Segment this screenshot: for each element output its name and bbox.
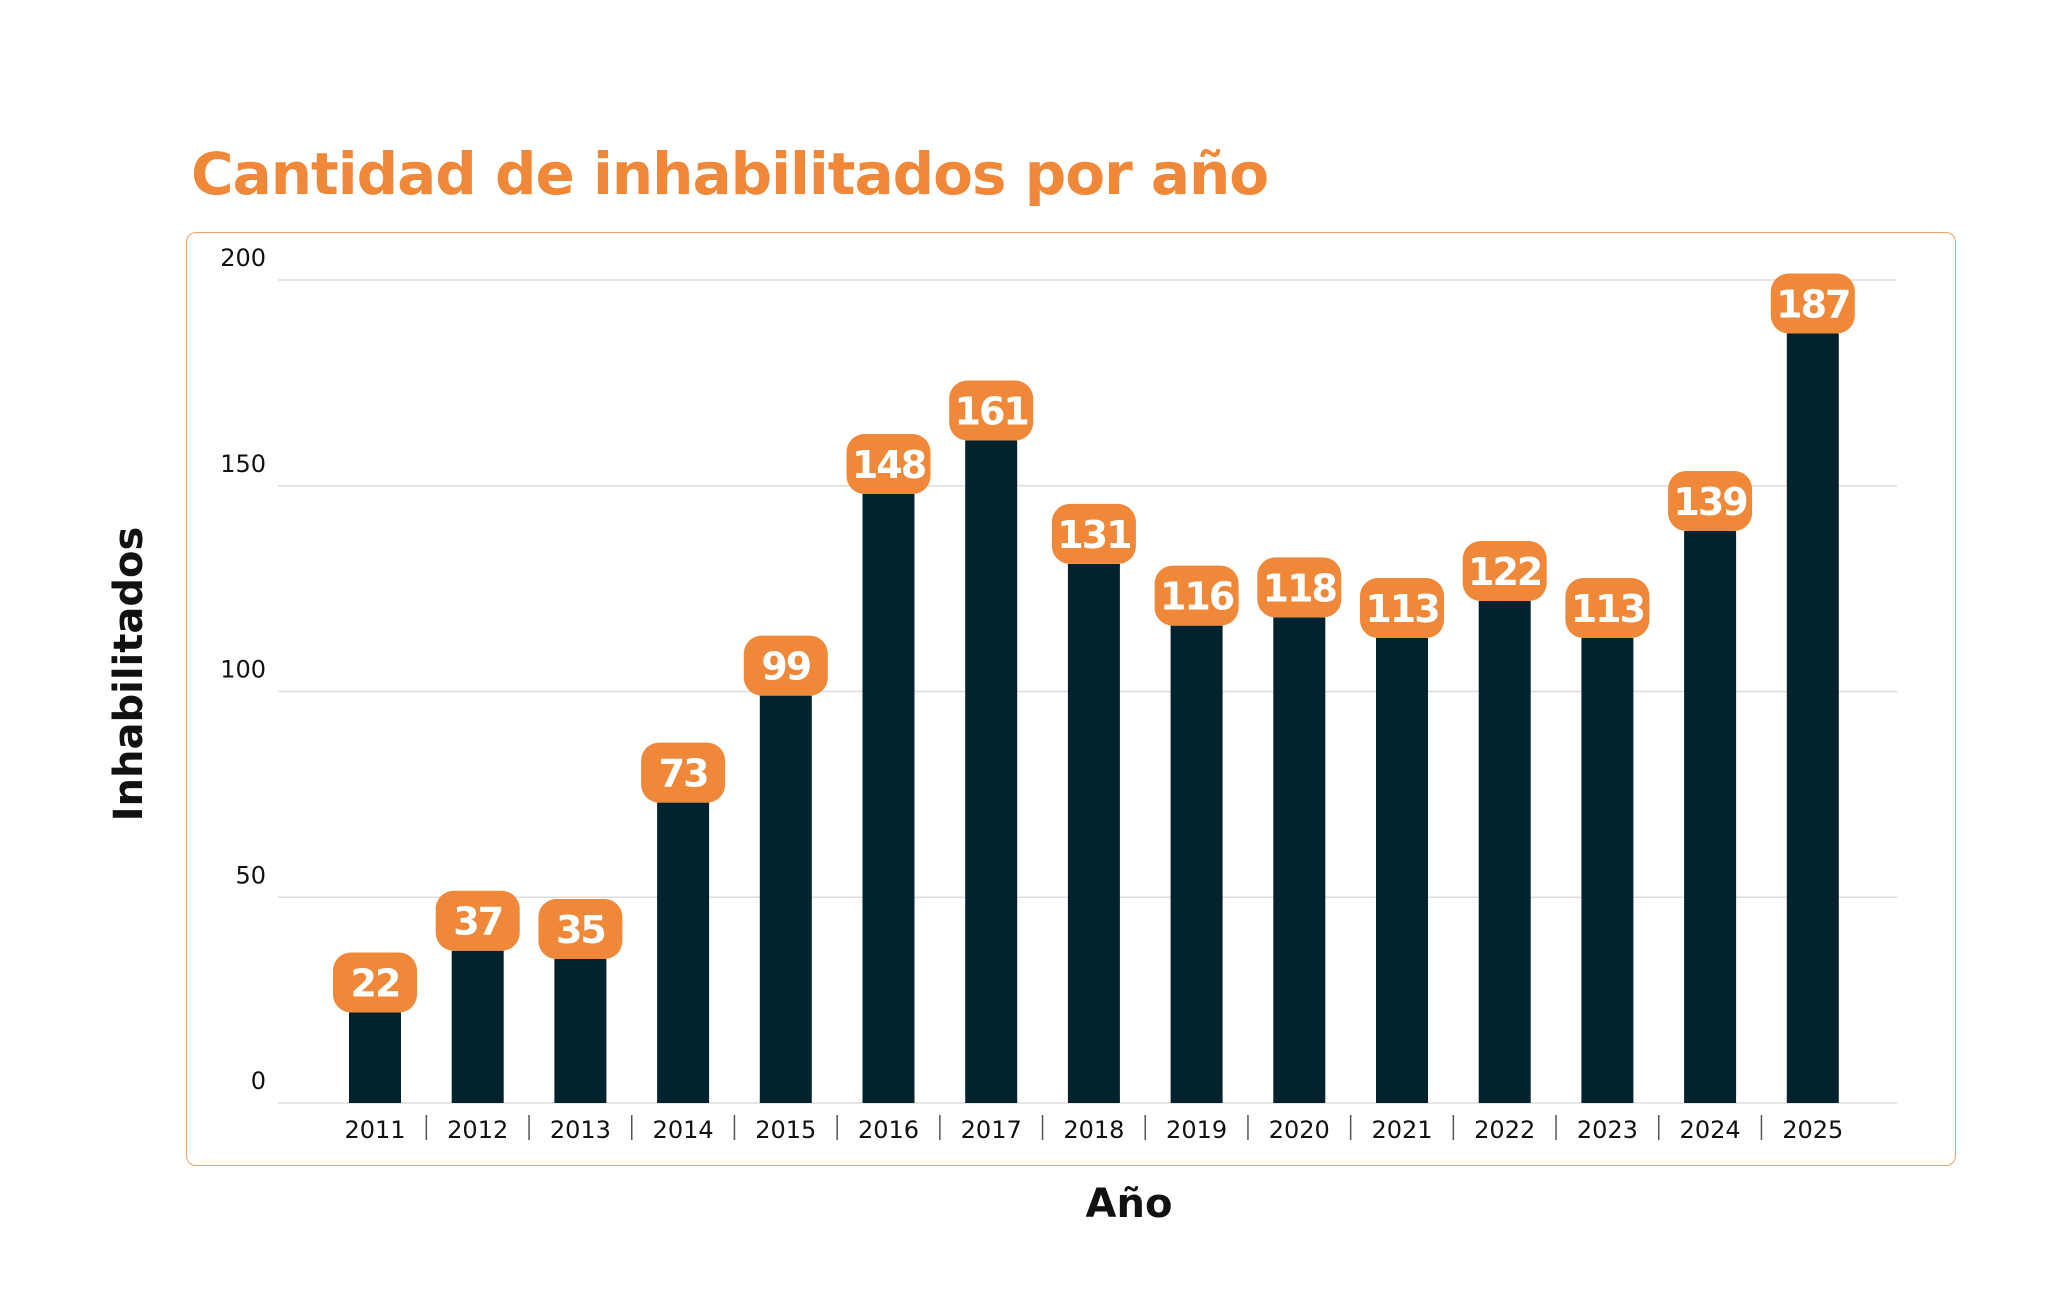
data-label: 37 [453, 900, 502, 944]
y-tick-label: 150 [220, 450, 266, 478]
data-label: 116 [1160, 575, 1234, 619]
x-tick-label: 2023 [1577, 1116, 1638, 1144]
bar [1581, 638, 1634, 1103]
data-label-bg [1154, 565, 1239, 626]
data-label-bg [949, 380, 1034, 441]
x-tick-label: 2018 [1063, 1116, 1124, 1144]
bar [965, 440, 1018, 1103]
x-tick-label: 2011 [344, 1116, 405, 1144]
bar [1170, 625, 1223, 1103]
data-label-bg [743, 635, 828, 696]
bar [1786, 333, 1839, 1103]
data-label-bg [435, 890, 520, 951]
bar [1478, 600, 1531, 1103]
data-label: 35 [556, 908, 605, 952]
x-tick-label: 2019 [1166, 1116, 1227, 1144]
data-label-bg [1668, 471, 1753, 532]
data-label-bg [641, 742, 726, 803]
bar [862, 493, 915, 1104]
x-tick-label: 2015 [755, 1116, 816, 1144]
y-axis-label: Inhabilitados [106, 526, 152, 822]
bar [451, 950, 504, 1103]
bar [1273, 617, 1326, 1103]
x-tick-label: 2013 [550, 1116, 611, 1144]
x-tick-label: 2012 [447, 1116, 508, 1144]
x-tick-label: 2020 [1269, 1116, 1330, 1144]
data-label-bg [333, 952, 417, 1013]
bar [1067, 563, 1120, 1103]
data-label-bg [538, 898, 623, 959]
bar [349, 1012, 401, 1103]
data-label-bg [1770, 273, 1855, 334]
x-tick-label: 2016 [858, 1116, 919, 1144]
bar [759, 695, 812, 1103]
data-label: 161 [955, 389, 1028, 433]
data-label: 131 [1057, 513, 1130, 557]
data-label: 139 [1673, 480, 1747, 524]
x-tick-label: 2021 [1371, 1116, 1432, 1144]
y-tick-label: 0 [251, 1067, 266, 1095]
data-label: 99 [761, 645, 810, 689]
x-axis-label: Año [1085, 1181, 1173, 1227]
data-label: 113 [1365, 587, 1438, 631]
bar [1376, 638, 1428, 1103]
data-label-bg [1051, 503, 1136, 564]
data-label-bg [1360, 578, 1444, 639]
bar [657, 802, 710, 1103]
chart-frame [186, 232, 1956, 1166]
data-label-bg [1565, 578, 1650, 639]
x-tick-label: 2025 [1782, 1116, 1843, 1144]
x-tick-label: 2014 [653, 1116, 714, 1144]
x-tick-label: 2017 [961, 1116, 1022, 1144]
y-tick-label: 100 [220, 656, 266, 684]
x-tick-label: 2024 [1680, 1116, 1741, 1144]
data-label: 22 [351, 961, 400, 1005]
bar [1684, 531, 1737, 1103]
y-tick-label: 50 [235, 861, 266, 889]
data-label: 73 [659, 752, 708, 796]
x-tick-label: 2022 [1474, 1116, 1535, 1144]
data-label: 187 [1776, 282, 1849, 326]
bar [554, 958, 607, 1103]
data-label: 113 [1571, 587, 1644, 631]
data-label: 122 [1468, 550, 1541, 594]
data-label-bg [1462, 540, 1547, 601]
data-label: 148 [852, 443, 926, 487]
data-label: 118 [1263, 566, 1337, 610]
chart-title: Cantidad de inhabilitados por año [191, 140, 1269, 208]
data-label-bg [1257, 557, 1342, 618]
y-tick-label: 200 [220, 244, 266, 272]
data-label-bg [846, 433, 931, 494]
